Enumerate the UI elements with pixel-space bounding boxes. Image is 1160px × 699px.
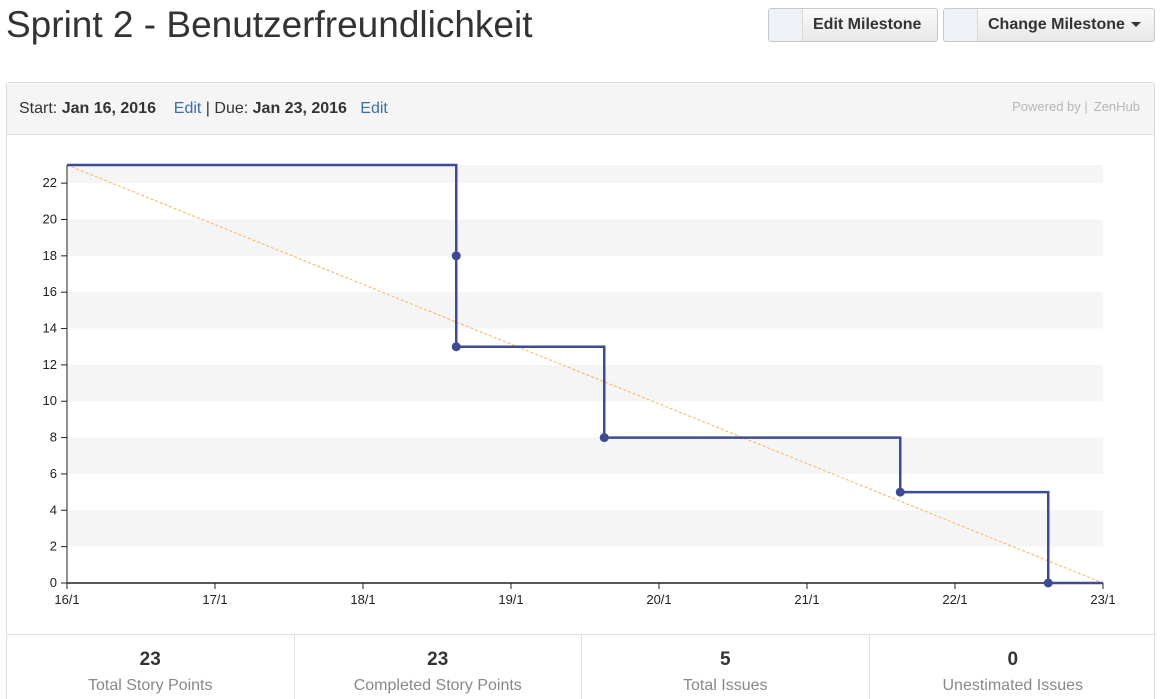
stat-label: Unestimated Issues (942, 677, 1083, 694)
x-tick-label: 23/1 (1090, 592, 1115, 607)
change-milestone-label: Change Milestone (978, 16, 1153, 34)
start-label: Start: (19, 99, 58, 117)
stats-bar: 23 Total Story Points 23 Completed Story… (7, 634, 1156, 699)
due-date: Jan 23, 2016 (252, 99, 347, 117)
data-point (895, 487, 905, 497)
stat-label: Total Issues (683, 677, 768, 694)
stat-label: Completed Story Points (353, 677, 522, 694)
y-tick-label: 2 (50, 539, 57, 554)
x-tick-label: 20/1 (646, 592, 671, 607)
stat-value: 5 (719, 649, 731, 670)
y-tick-label: 20 (43, 211, 57, 226)
stat-total-issues: 5 Total Issues (582, 635, 870, 699)
edit-milestone-button[interactable]: Edit Milestone (768, 8, 938, 42)
powered-by: Powered by | ZenHub (1012, 99, 1140, 114)
y-tick-label: 12 (43, 357, 57, 372)
grid-band (67, 437, 1103, 474)
burndown-chart: 0 2 4 6 8 10 12 14 16 18 20 22 16/1 17/1 18/1 19/1 20/1 2… (7, 136, 1156, 636)
x-tick-label: 16/1 (54, 592, 79, 607)
y-tick-label: 14 (43, 321, 57, 336)
y-tick-label: 10 (43, 393, 57, 408)
caret-down-icon (1130, 22, 1141, 28)
x-tick-label: 19/1 (498, 592, 523, 607)
y-tick-label: 18 (43, 248, 57, 263)
stat-unestimated-issues: 0 Unestimated Issues (870, 635, 1157, 699)
x-tick-label: 18/1 (350, 592, 375, 607)
edit-milestone-label: Edit Milestone (813, 16, 922, 33)
grid-band (67, 364, 1103, 402)
y-tick-label: 4 (50, 502, 57, 517)
y-tick-label: 22 (43, 175, 57, 190)
data-point (451, 342, 461, 352)
edit-due-link[interactable]: Edit (360, 99, 388, 117)
burndown-chart-svg: 0 2 4 6 8 10 12 14 16 18 20 22 16/1 17/1 18/1 19/1 20/1 2… (43, 163, 1116, 607)
y-tick-label: 6 (50, 466, 57, 481)
y-tick-label: 16 (43, 284, 57, 299)
change-milestone-button[interactable]: Change Milestone (943, 8, 1155, 42)
ideal-burndown-line (66, 164, 1104, 584)
burndown-panel: Start: Jan 16, 2016 Edit | Due: Jan 23, … (6, 82, 1156, 699)
date-separator: | (205, 99, 210, 117)
y-tick-label: 0 (50, 575, 57, 590)
milestone-icon (944, 9, 978, 41)
x-tick-label: 22/1 (942, 592, 967, 607)
zenhub-logo[interactable]: ZenHub (1093, 99, 1140, 114)
milestone-icon (769, 9, 803, 41)
grid-band (67, 292, 1103, 329)
y-tick-label: 8 (50, 430, 57, 445)
grid-band (67, 164, 1103, 184)
stat-value: 23 (139, 649, 161, 670)
start-date: Jan 16, 2016 (61, 99, 156, 117)
x-tick-label: 21/1 (794, 592, 819, 607)
milestone-dates-bar: Start: Jan 16, 2016 Edit | Due: Jan 23, … (7, 83, 1154, 135)
data-point (599, 433, 609, 443)
page-title: Sprint 2 - Benutzerfreundlichkeit (6, 4, 533, 45)
stat-total-story-points: 23 Total Story Points (7, 635, 295, 699)
stat-completed-story-points: 23 Completed Story Points (295, 635, 582, 699)
x-tick-label: 17/1 (202, 592, 227, 607)
stat-value: 0 (1007, 649, 1019, 670)
data-point (451, 251, 461, 261)
grid-band (67, 510, 1103, 547)
powered-by-text: Powered by | (1012, 99, 1088, 114)
data-point (1043, 578, 1053, 588)
due-label: Due: (214, 99, 249, 117)
change-milestone-text: Change Milestone (988, 16, 1125, 33)
grid-band (67, 219, 1103, 256)
stat-value: 23 (427, 649, 449, 670)
stat-label: Total Story Points (88, 677, 213, 694)
edit-start-link[interactable]: Edit (173, 99, 202, 117)
